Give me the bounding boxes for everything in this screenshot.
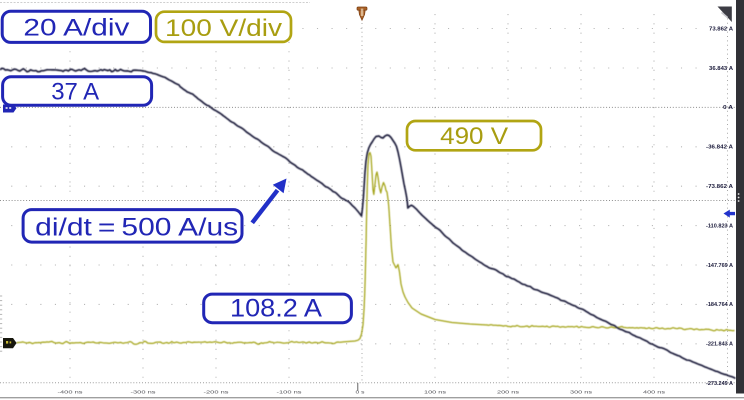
svg-text:-100 ns: -100 ns — [277, 390, 303, 396]
svg-text:-110.823 A: -110.823 A — [706, 223, 733, 229]
svg-text:490 V: 490 V — [440, 123, 508, 150]
svg-text:-36.842 A: -36.842 A — [706, 145, 733, 151]
svg-text:300 ns: 300 ns — [570, 390, 593, 396]
svg-text:37 A: 37 A — [51, 78, 100, 105]
svg-text:100 ns: 100 ns — [424, 390, 447, 396]
svg-text:73.862 A: 73.862 A — [709, 26, 733, 32]
svg-text:108.2 A: 108.2 A — [230, 294, 322, 322]
svg-text:-73.862 A: -73.862 A — [706, 184, 733, 190]
svg-text:-147.769 A: -147.769 A — [706, 263, 733, 269]
svg-text:0 A: 0 A — [723, 105, 733, 111]
svg-text:-300 ns: -300 ns — [131, 390, 157, 396]
svg-text:-221.843 A: -221.843 A — [706, 342, 733, 348]
svg-text:200 ns: 200 ns — [497, 390, 520, 396]
svg-text:-184.764 A: -184.764 A — [706, 302, 733, 308]
svg-text:36.843 A: 36.843 A — [709, 66, 733, 72]
svg-text:-200 ns: -200 ns — [204, 390, 230, 396]
svg-text:400 ns: 400 ns — [643, 390, 666, 396]
svg-text:100 V/div: 100 V/div — [165, 15, 282, 42]
svg-text:-273.249 A: -273.249 A — [706, 381, 733, 387]
svg-text:20 A/div: 20 A/div — [23, 14, 130, 41]
svg-text:-400 ns: -400 ns — [58, 390, 84, 396]
svg-text:0 s: 0 s — [356, 390, 366, 396]
svg-text:di/dt = 500 A/us: di/dt = 500 A/us — [35, 214, 238, 242]
